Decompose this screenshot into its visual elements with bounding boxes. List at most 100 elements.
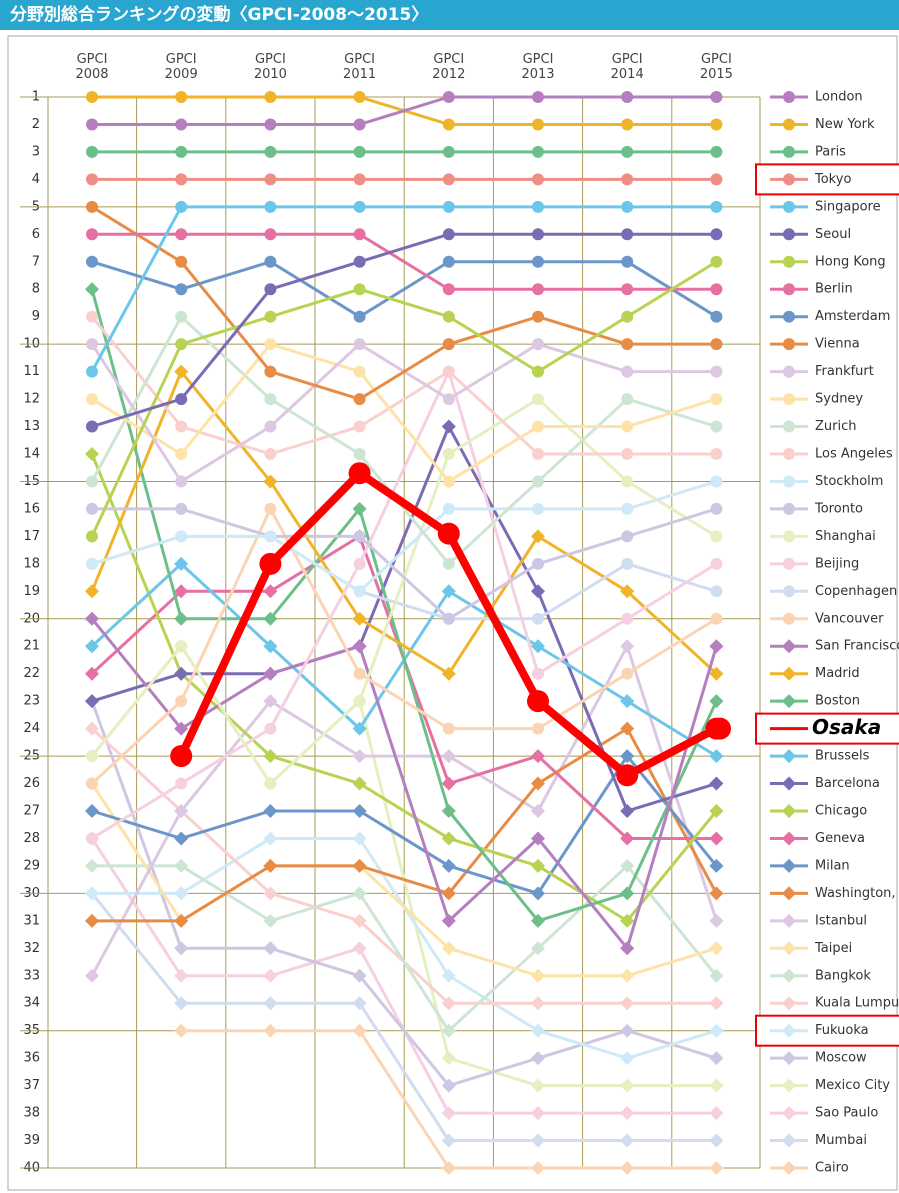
point (441, 1051, 456, 1066)
legend-label: Osaka (812, 715, 881, 739)
legend-label: Zurich (815, 419, 857, 434)
point (353, 283, 366, 296)
point (621, 338, 634, 351)
series-line (90, 260, 718, 538)
y-tick-label: 13 (23, 419, 40, 434)
frame (7, 35, 898, 1191)
point (86, 393, 98, 406)
legend-item: Brussels (770, 749, 870, 764)
point (709, 776, 724, 791)
point (442, 228, 455, 241)
point (86, 420, 98, 433)
point (532, 420, 544, 433)
series-line (90, 700, 717, 1088)
point (532, 200, 544, 213)
series-line (90, 453, 718, 923)
point (531, 886, 545, 901)
legend-marker (782, 1106, 796, 1121)
legend-label: Sydney (815, 392, 863, 407)
legend-marker (782, 996, 796, 1011)
point (174, 858, 189, 873)
point (442, 310, 455, 323)
legend-item: San Francisco (770, 639, 899, 654)
legend-marker (783, 283, 795, 296)
point (442, 612, 455, 625)
point (85, 666, 99, 681)
point (620, 1051, 635, 1066)
series (86, 173, 723, 186)
legend-item: Moscow (770, 1051, 867, 1066)
point (709, 1051, 724, 1066)
legend-marker (782, 666, 796, 681)
legend-marker (782, 858, 796, 873)
series (86, 338, 723, 488)
point (621, 667, 634, 680)
point (531, 529, 545, 544)
series (86, 475, 723, 598)
point (86, 310, 98, 323)
legend-label: Boston (815, 694, 860, 709)
point (531, 804, 545, 818)
point (532, 502, 544, 515)
legend-item: Shanghai (770, 529, 876, 544)
series-line (91, 370, 718, 840)
point (353, 448, 366, 460)
point (353, 255, 366, 268)
point (620, 1161, 635, 1175)
point (263, 941, 278, 956)
point (709, 1106, 724, 1121)
point (175, 118, 188, 131)
point (353, 365, 366, 378)
legend-label: Vancouver (815, 611, 884, 626)
legend-marker (783, 310, 795, 323)
point (352, 611, 367, 626)
x-tick-label: GPCI 2013 (521, 52, 555, 82)
point (86, 557, 98, 570)
point (264, 91, 277, 103)
point (527, 690, 549, 713)
legend-item: Berlin (770, 282, 853, 297)
series (85, 858, 724, 1038)
point (709, 804, 724, 818)
legend-item: Copenhagen (770, 584, 897, 599)
point (441, 968, 456, 983)
legend-item: Zurich (770, 419, 857, 434)
y-tick-label: 31 (23, 913, 40, 928)
point (263, 474, 278, 489)
series (86, 310, 723, 460)
point (710, 310, 723, 323)
y-tick-label: 6 (32, 227, 40, 242)
legend-label: Sao Paulo (815, 1106, 878, 1121)
x-tick-label: GPCI 2014 (610, 52, 644, 82)
legend-label: Mumbai (815, 1133, 867, 1148)
legend-label: Kuala Lumpur (815, 996, 899, 1011)
y-tick-label: 36 (23, 1051, 40, 1066)
legend-item: Singapore (770, 199, 881, 214)
point (531, 1106, 545, 1121)
legend-label: Berlin (815, 282, 853, 297)
legend-marker (783, 118, 795, 131)
legend-item: Boston (770, 694, 860, 709)
point (174, 941, 189, 956)
point (621, 255, 634, 268)
point (264, 200, 277, 213)
point (175, 338, 188, 351)
point (710, 145, 723, 158)
series-line (90, 644, 718, 977)
point (710, 585, 723, 598)
legend-marker (782, 913, 796, 928)
point (264, 173, 277, 186)
point (442, 365, 455, 378)
point (175, 502, 188, 515)
point (710, 530, 723, 543)
point (532, 393, 544, 406)
legend-marker (782, 886, 796, 901)
legend-label: New York (815, 117, 875, 132)
legend-label: Washington, D.C. (815, 886, 899, 901)
point (264, 145, 277, 158)
point (353, 228, 366, 241)
point (620, 968, 635, 983)
point (264, 283, 277, 296)
legend-item: Milan (770, 858, 850, 873)
